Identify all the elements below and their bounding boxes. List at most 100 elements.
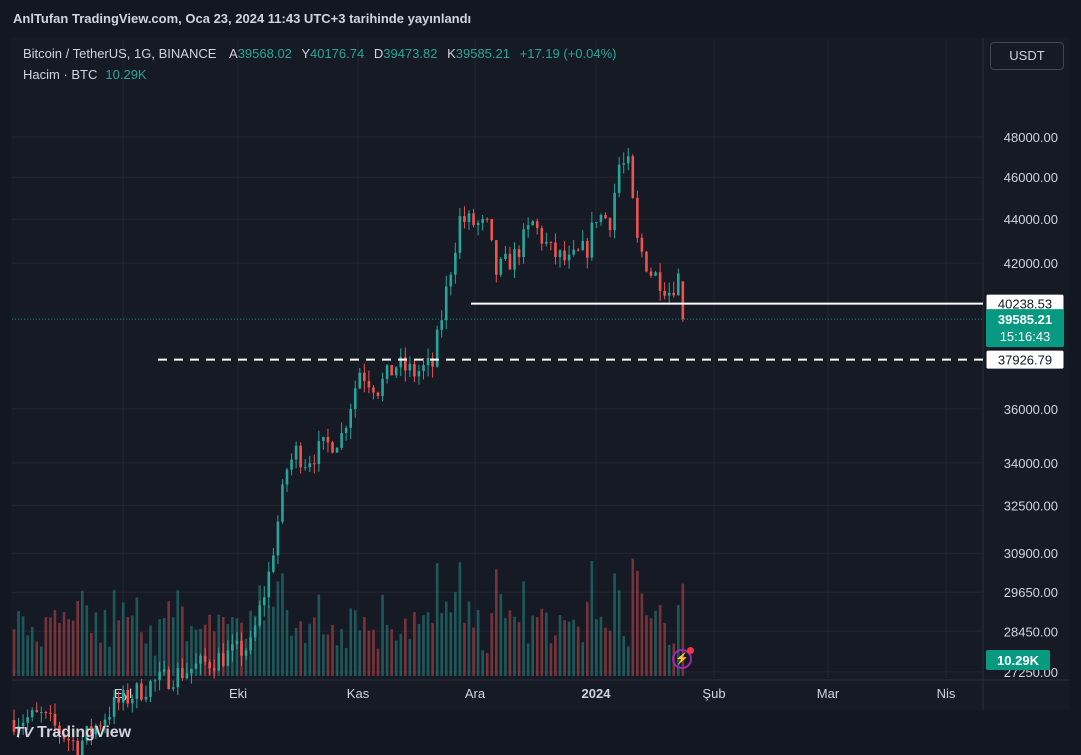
volume-bar [353, 610, 357, 676]
last-price-label: 39585.21 [998, 312, 1052, 327]
candle-body [335, 447, 339, 453]
volume-bar [158, 619, 161, 676]
candle-body [663, 290, 666, 296]
volume-bar [67, 619, 70, 676]
candle-body [258, 605, 261, 626]
candle-body [340, 432, 343, 448]
candle-body [590, 222, 594, 258]
volume-bar [108, 646, 111, 676]
candle-body [40, 712, 43, 714]
candle-body [376, 392, 380, 396]
volume-bar [131, 615, 134, 676]
candle-body [208, 661, 211, 669]
candle-body [17, 726, 20, 732]
volume-bar [53, 610, 57, 676]
candle-body [294, 445, 298, 460]
candle-body [485, 218, 489, 220]
time-tick-label: Nis [937, 686, 956, 701]
price-tick-label: 48000.00 [1004, 130, 1058, 145]
volume-bar [513, 616, 516, 676]
candle-body [363, 372, 366, 382]
volume-bar [458, 562, 462, 676]
volume-bar [299, 621, 302, 676]
candle-body [181, 668, 184, 679]
volume-bar [667, 644, 671, 676]
volume-bar [572, 619, 575, 676]
candle-body [322, 437, 325, 442]
candle-body [358, 372, 362, 389]
volume-bar [194, 629, 198, 676]
change-value: +17.19 (+0.04%) [519, 46, 617, 61]
low-value: 39473.82 [383, 46, 438, 61]
candle-body [444, 286, 448, 321]
publish-info: AnlTufan TradingView.com, Oca 23, 2024 1… [13, 11, 472, 26]
volume-bar [153, 655, 157, 676]
volume-bar [590, 560, 594, 676]
chart-panel[interactable] [11, 38, 1069, 710]
price-tick-label: 29650.00 [1004, 585, 1058, 600]
time-tick-label: 2024 [582, 686, 612, 701]
currency-button[interactable]: USDT [990, 42, 1064, 70]
candle-body [672, 292, 676, 296]
candle-body [313, 463, 316, 465]
candle-body [80, 740, 84, 755]
volume-bar [162, 618, 166, 676]
volume-bar [613, 573, 616, 676]
candle-body [76, 740, 79, 755]
candle-body [144, 696, 148, 700]
candle-body [272, 555, 275, 572]
candle-body [353, 388, 357, 409]
candle-body [649, 271, 653, 276]
candle-body [194, 663, 198, 669]
lightning-icon[interactable]: ⚡ [672, 649, 692, 669]
candle-body [554, 242, 557, 258]
candle-body [212, 668, 216, 671]
volume-bar [608, 630, 612, 676]
volume-bar [17, 611, 20, 676]
volume-bar [176, 590, 180, 676]
volume-bar [112, 590, 116, 676]
candle-body [162, 669, 166, 672]
time-tick-label: Mar [817, 686, 840, 701]
volume-bar [535, 617, 539, 676]
volume-bar [21, 616, 25, 676]
volume-bar [504, 617, 507, 676]
candle-body [171, 687, 175, 689]
volume-bar [454, 592, 457, 676]
volume-bar [385, 624, 389, 676]
support-price-label-box [985, 349, 1065, 370]
volume-bar [217, 614, 221, 676]
volume-bar [576, 626, 580, 676]
candle-body [121, 689, 125, 703]
volume-bar [144, 643, 148, 676]
volume-bar [303, 642, 307, 676]
volume-bar [485, 653, 489, 676]
candle-body [522, 229, 525, 258]
open-value: 39568.02 [237, 46, 292, 61]
last-price-box [986, 309, 1064, 348]
candle-body [331, 442, 334, 453]
volume-bar [26, 635, 29, 676]
volume-bar [335, 645, 339, 676]
volume-bar [344, 647, 348, 676]
candle-body [30, 710, 34, 718]
resistance-price-label: 40238.53 [998, 297, 1052, 312]
volume-bar [99, 642, 102, 676]
price-tick-label: 30900.00 [1004, 546, 1058, 561]
candle-body [226, 650, 230, 666]
candle-body [26, 717, 29, 723]
volume-bar [171, 617, 175, 676]
volume-bar [140, 632, 143, 676]
volume-bar [199, 628, 202, 676]
candle-body [249, 637, 252, 651]
candle-body [667, 292, 671, 296]
high-value: 40176.74 [309, 46, 365, 61]
volume-bar [103, 609, 107, 676]
volume-bar [545, 612, 548, 676]
candle-body [131, 698, 134, 704]
tradingview-brand[interactable]: TV TradingView [14, 724, 131, 742]
candle-body [135, 683, 139, 699]
candle-body [217, 653, 221, 671]
candle-body [399, 357, 403, 368]
